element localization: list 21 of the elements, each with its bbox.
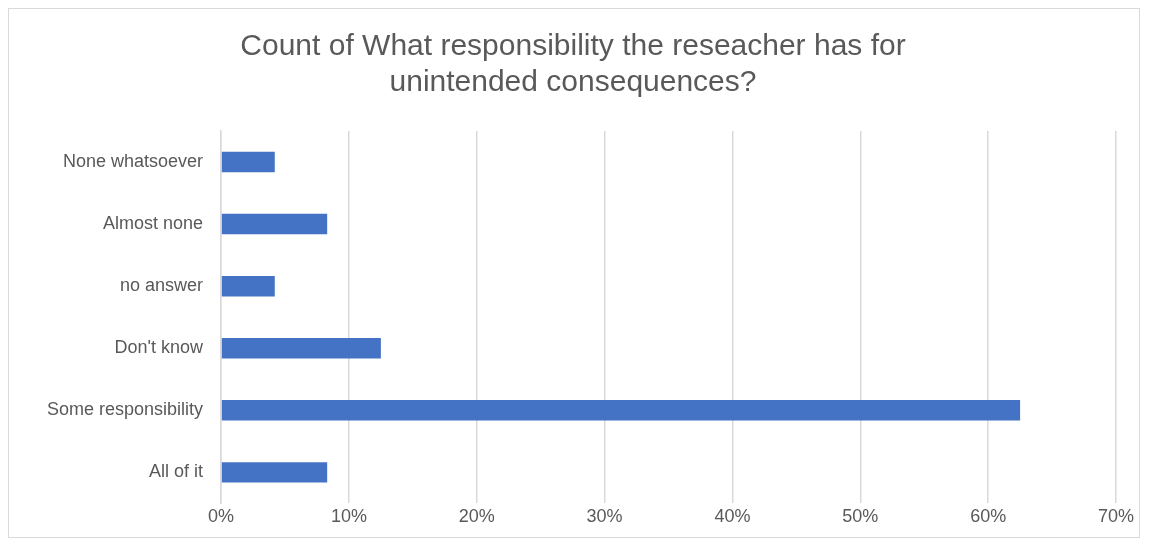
x-tick-label: 70% — [1097, 506, 1134, 527]
bar — [221, 462, 328, 483]
bar — [221, 275, 275, 297]
x-tick-label: 0% — [208, 506, 235, 527]
bar — [221, 400, 1021, 421]
x-tick-label: 20% — [458, 506, 495, 527]
x-tick-label: 30% — [586, 506, 623, 527]
x-tick-label: 60% — [970, 506, 1007, 527]
x-tick-label: 40% — [714, 506, 751, 527]
bar — [221, 337, 381, 359]
y-tick-label: no answer — [120, 275, 204, 296]
x-tick-label: 50% — [842, 506, 879, 527]
y-tick-label: All of it — [149, 461, 204, 482]
y-tick-label: Some responsibility — [46, 399, 204, 420]
bar — [221, 151, 275, 173]
x-tick-label: 10% — [330, 506, 367, 527]
bar — [221, 213, 328, 235]
y-tick-label: Almost none — [103, 213, 204, 234]
y-tick-label: None whatsoever — [62, 151, 204, 171]
chart-title: Count of What responsibility the reseacher has for unintended consequences? — [240, 28, 906, 98]
y-tick-label: Don't know — [114, 337, 205, 358]
